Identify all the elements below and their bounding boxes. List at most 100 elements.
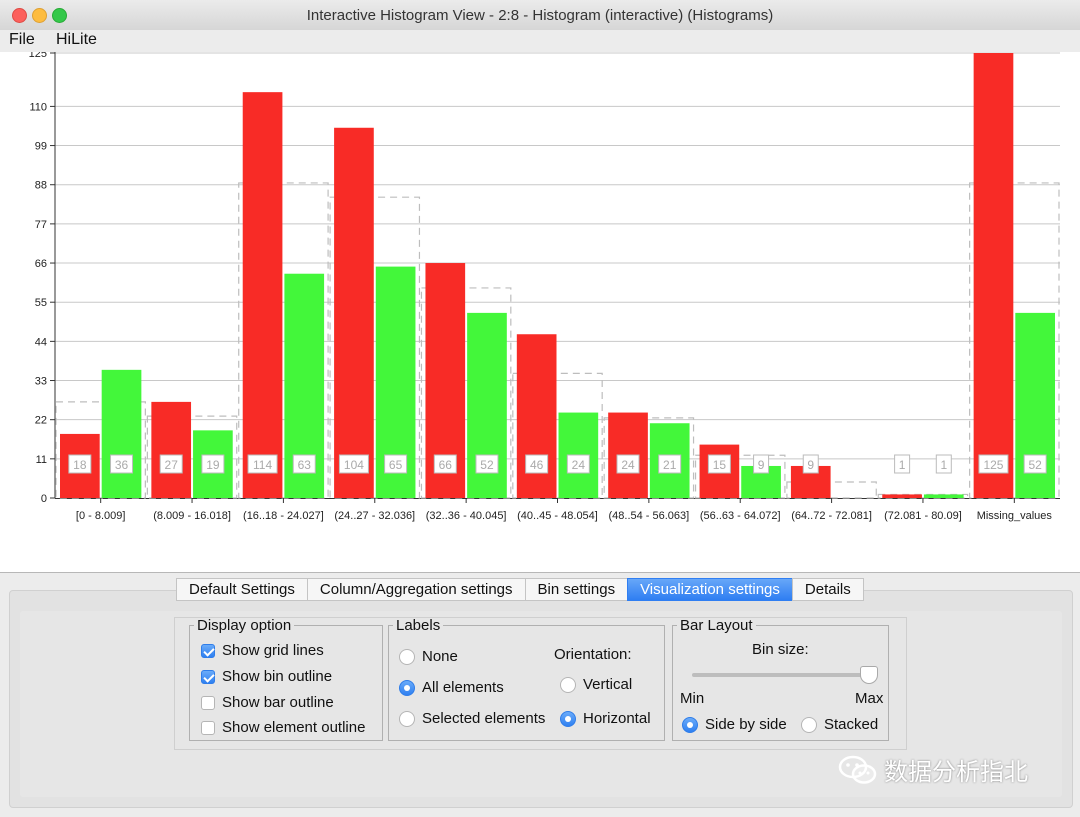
bar-value-label: 52	[1028, 458, 1042, 472]
bar-series-1	[973, 53, 1014, 498]
labels-group: Labels	[388, 618, 665, 741]
bar-label-box	[159, 454, 183, 474]
bar-value-label: 24	[621, 458, 635, 472]
tab-default-settings[interactable]: Default Settings	[176, 578, 307, 601]
orientation-horizontal-label: Horizontal	[583, 710, 651, 727]
labels-legend: Labels	[396, 617, 441, 634]
show-bin-outline-checkbox[interactable]: Show bin outline	[201, 668, 332, 685]
bar-value-label: 1	[899, 458, 906, 472]
show-grid-lines-label: Show grid lines	[222, 642, 324, 659]
bar-value-label: 21	[663, 458, 677, 472]
tab-visualization-settings[interactable]: Visualization settings	[627, 578, 792, 601]
bar-layout-group: Bar Layout	[672, 618, 889, 741]
labels-selected-elements-label: Selected elements	[422, 710, 546, 727]
bar-value-label: 63	[298, 458, 312, 472]
bar-value-label: 15	[713, 458, 727, 472]
bar-label-box	[978, 454, 1009, 474]
show-element-outline-checkbox[interactable]: Show element outline	[201, 719, 365, 736]
bin-size-slider-track[interactable]	[692, 673, 874, 677]
menu-hilite[interactable]: HiLite	[56, 31, 97, 48]
orientation-vertical-radio[interactable]: Vertical	[560, 676, 632, 693]
stacked-radio[interactable]: Stacked	[801, 716, 878, 733]
bar-value-label: 1	[940, 458, 947, 472]
bar-value-label: 36	[115, 458, 129, 472]
bar-value-label: 9	[758, 458, 765, 472]
bin-size-min-label: Min	[680, 690, 705, 707]
radio-unselected-icon	[801, 716, 817, 733]
checkbox-unchecked-icon	[201, 695, 215, 710]
watermark-text: 数据分析指北	[884, 759, 1028, 786]
settings-tabs: Default Settings Column/Aggregation sett…	[176, 578, 864, 601]
y-tick-label: 110	[29, 101, 47, 113]
maximize-window-button[interactable]	[52, 8, 67, 23]
bar-label-box	[658, 454, 682, 474]
wechat-icon	[838, 755, 877, 784]
close-window-button[interactable]	[12, 8, 27, 23]
y-tick-label: 66	[35, 258, 47, 270]
bar-value-label: 114	[253, 458, 272, 472]
x-tick-label: (40..45 - 48.054]	[517, 510, 598, 522]
x-tick-label: (64..72 - 72.081]	[791, 510, 872, 522]
bar-label-box	[201, 454, 225, 474]
bar-layout-legend: Bar Layout	[680, 617, 753, 634]
menu-file[interactable]: File	[9, 31, 35, 48]
bar-label-box	[247, 454, 278, 474]
bar-value-label: 104	[344, 458, 364, 472]
bar-label-box	[802, 454, 819, 474]
x-tick-label: (56..63 - 64.072]	[700, 510, 781, 522]
y-tick-label: 0	[41, 493, 47, 505]
display-option-group: Display option	[189, 618, 383, 741]
radio-unselected-icon	[399, 710, 415, 727]
minimize-window-button[interactable]	[32, 8, 47, 23]
x-tick-label: (48..54 - 56.063]	[608, 510, 689, 522]
radio-selected-icon	[682, 716, 698, 733]
side-by-side-label: Side by side	[705, 716, 787, 733]
bar-label-box	[707, 454, 731, 474]
bar-value-label: 52	[480, 458, 494, 472]
show-bar-outline-label: Show bar outline	[222, 694, 334, 711]
show-bar-outline-checkbox[interactable]: Show bar outline	[201, 694, 334, 711]
title-bar: Interactive Histogram View - 2:8 - Histo…	[0, 0, 1080, 31]
watermark: 数据分析指北	[838, 752, 1028, 787]
labels-all-elements-radio[interactable]: All elements	[399, 679, 504, 696]
bar-label-box	[935, 454, 952, 474]
orientation-horizontal-radio[interactable]: Horizontal	[560, 710, 651, 727]
tab-bin-settings[interactable]: Bin settings	[524, 578, 628, 601]
bar-series-1	[882, 494, 922, 498]
stacked-label: Stacked	[824, 716, 879, 733]
y-tick-label: 55	[35, 297, 47, 309]
bin-outline	[694, 454, 786, 499]
tab-details[interactable]: Details	[791, 578, 864, 601]
bar-value-label: 18	[73, 458, 87, 472]
bar-label-box	[894, 454, 911, 474]
x-tick-label: (24..27 - 32.036]	[334, 510, 415, 522]
bar-label-box	[475, 454, 499, 474]
show-grid-lines-checkbox[interactable]: Show grid lines	[201, 642, 324, 659]
bar-label-box	[384, 454, 408, 474]
bar-value-label: 9	[807, 458, 814, 472]
bar-label-box	[616, 454, 640, 474]
bar-value-label: 66	[439, 458, 453, 472]
orientation-vertical-label: Vertical	[583, 676, 633, 693]
labels-selected-elements-radio[interactable]: Selected elements	[399, 710, 545, 727]
bar-label-box	[525, 454, 549, 474]
tab-column-aggregation-settings[interactable]: Column/Aggregation settings	[306, 578, 525, 601]
y-tick-label: 99	[35, 141, 47, 153]
labels-none-label: None	[422, 648, 458, 665]
bin-size-slider-thumb[interactable]	[860, 666, 878, 684]
labels-none-radio[interactable]: None	[399, 648, 458, 665]
side-by-side-radio[interactable]: Side by side	[682, 716, 787, 733]
bar-series-1	[151, 401, 192, 498]
bar-value-label: 24	[572, 458, 586, 472]
show-bin-outline-label: Show bin outline	[222, 668, 333, 685]
checkbox-unchecked-icon	[201, 720, 215, 735]
bar-series-2	[923, 494, 964, 498]
radio-unselected-icon	[399, 648, 415, 665]
bar-value-label: 65	[389, 458, 403, 472]
bar-label-box	[68, 454, 92, 474]
radio-selected-icon	[399, 679, 415, 696]
bar-value-label: 27	[165, 458, 179, 472]
menu-bar: File HiLite	[0, 30, 1080, 52]
y-tick-label: 22	[35, 415, 47, 427]
